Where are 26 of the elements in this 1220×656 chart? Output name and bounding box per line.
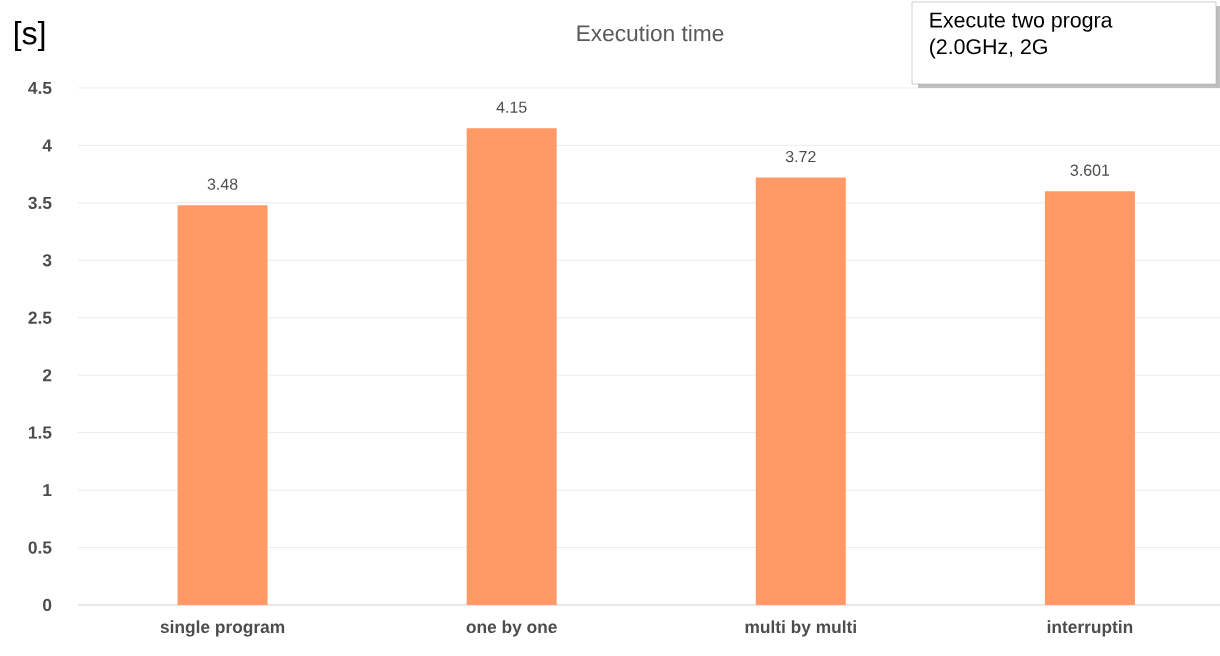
x-tick-label: multi by multi [745, 620, 856, 637]
x-tick-label: interruptin [1047, 620, 1133, 637]
y-tick-label: 2 [42, 369, 52, 382]
y-tick-label: 0.5 [28, 541, 52, 554]
bar [755, 177, 846, 605]
bar [1044, 191, 1135, 605]
y-tick-label: 3.5 [28, 196, 52, 210]
text: (2.0GHz, 2G [930, 38, 1047, 59]
data-label: 4.15 [496, 101, 527, 113]
y-tick-label: 4.5 [28, 81, 52, 95]
x-tick-label: one by one [466, 620, 557, 637]
data-label: 3.48 [207, 178, 238, 190]
data-label: 3.601 [1070, 164, 1110, 176]
y-tick-label: 2.5 [28, 311, 52, 324]
y-tick-label: 3 [42, 254, 52, 267]
y-tick-label: 1.5 [28, 426, 52, 439]
data-label: 3.72 [785, 150, 816, 163]
text: Execute two progra [930, 12, 1113, 32]
y-tick-label: 4 [42, 139, 52, 152]
x-tick-label: single program [160, 620, 285, 637]
y-tick-label: 1 [43, 484, 52, 497]
y-tick-label: 0 [43, 598, 52, 612]
bar [466, 128, 557, 605]
y-axis-title: [s] [15, 21, 45, 51]
chart-title: Execution time [577, 24, 724, 42]
bar [177, 205, 268, 605]
